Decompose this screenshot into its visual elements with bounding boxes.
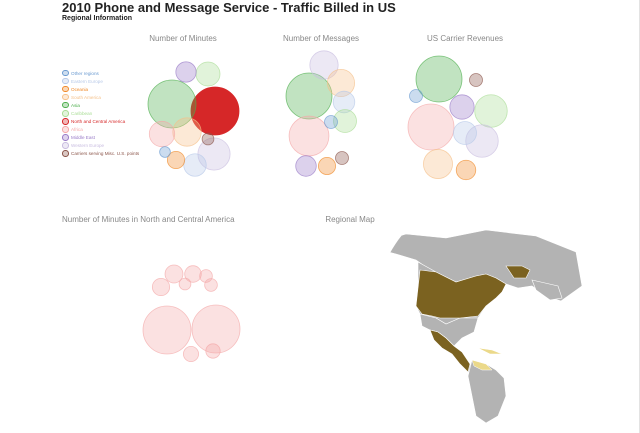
bubble[interactable]	[195, 61, 221, 87]
bubble[interactable]	[469, 73, 483, 87]
bubble[interactable]	[183, 346, 199, 362]
legend-swatch	[62, 150, 69, 157]
bubble[interactable]	[164, 264, 184, 284]
bubble[interactable]	[175, 61, 197, 83]
map-title: Regional Map	[325, 215, 375, 224]
globe-map	[376, 226, 582, 423]
legend-item[interactable]: Caribbean	[62, 109, 139, 117]
bubble[interactable]	[184, 265, 202, 283]
chart-title-nca-minutes: Number of Minutes in North and Central A…	[62, 215, 235, 224]
caribbean-region	[471, 347, 503, 371]
legend-item[interactable]: Middle East	[62, 133, 139, 141]
chart-title-minutes: Number of Minutes	[149, 34, 217, 43]
legend-swatch	[62, 134, 69, 141]
bubble[interactable]	[190, 86, 240, 136]
region-shape[interactable]	[505, 265, 531, 279]
bubble-chart-nca-minutes	[142, 264, 241, 362]
legend-label: Africa	[71, 126, 83, 132]
bubble[interactable]	[474, 94, 508, 128]
bubble[interactable]	[409, 89, 423, 103]
legend-item[interactable]: North and Central America	[62, 117, 139, 125]
legend-swatch	[62, 142, 69, 149]
legend-label: Carriers serving Misc. U.S. points	[71, 150, 140, 156]
legend-label: Asia	[71, 102, 80, 108]
legend-item[interactable]: Oceania	[62, 85, 139, 93]
bubble[interactable]	[172, 117, 202, 147]
bubble[interactable]	[142, 305, 192, 355]
bubble[interactable]	[178, 277, 192, 291]
bubble-chart-minutes	[147, 61, 240, 177]
legend-label: North and Central America	[71, 118, 126, 124]
legend-label: South America	[71, 94, 101, 100]
highlighted-region	[415, 265, 531, 373]
bubble[interactable]	[326, 68, 356, 98]
bubble[interactable]	[449, 94, 475, 120]
legend-swatch	[62, 126, 69, 133]
legend-label: Caribbean	[71, 110, 93, 116]
legend-label: Eastern Europe	[71, 78, 103, 84]
page-subtitle: Regional Information	[62, 15, 132, 22]
legend-swatch	[62, 101, 69, 109]
region-shape[interactable]	[477, 347, 503, 355]
bubble[interactable]	[465, 124, 499, 158]
legend-item[interactable]: Asia	[62, 101, 139, 109]
bubble[interactable]	[285, 72, 333, 120]
legend-label: Oceania	[71, 86, 89, 92]
bubble[interactable]	[205, 343, 221, 359]
bubble[interactable]	[455, 159, 477, 181]
land-shape	[467, 359, 507, 423]
bubble[interactable]	[453, 121, 477, 145]
bubble[interactable]	[333, 109, 357, 133]
legend-item[interactable]: South America	[62, 93, 139, 101]
legend-swatch	[62, 69, 69, 77]
legend-label: Other regions	[71, 70, 99, 76]
bubble[interactable]	[159, 146, 171, 158]
bubble[interactable]	[309, 50, 339, 80]
legend-swatch	[62, 85, 69, 93]
bubble[interactable]	[407, 103, 455, 151]
bubble[interactable]	[415, 55, 463, 103]
legend-swatch	[62, 77, 69, 85]
bubble[interactable]	[147, 79, 197, 129]
legend-swatch	[62, 110, 69, 117]
bubble[interactable]	[151, 277, 171, 297]
regional-map[interactable]	[336, 226, 582, 423]
legend-swatch	[62, 93, 69, 101]
bubble[interactable]	[317, 156, 337, 176]
bubble[interactable]	[191, 304, 241, 354]
legend-item[interactable]: Other regions	[62, 69, 139, 77]
legend-label: Western Europe	[71, 142, 105, 148]
chart-title-revenues: US Carrier Revenues	[426, 34, 504, 43]
legend-item[interactable]: Carriers serving Misc. U.S. points	[62, 149, 139, 157]
legend-item[interactable]: Africa	[62, 125, 139, 133]
region-shape[interactable]	[471, 359, 493, 371]
region-legend: Other regions Eastern Europe Oceania South …	[62, 69, 139, 158]
bubble[interactable]	[148, 120, 176, 148]
legend-item[interactable]: Western Europe	[62, 141, 139, 149]
bubble[interactable]	[288, 115, 330, 157]
bubble[interactable]	[201, 132, 215, 146]
chart-title-messages: Number of Messages	[282, 34, 360, 43]
bubble-chart-messages	[285, 50, 357, 177]
region-shape[interactable]	[415, 269, 507, 319]
legend-swatch	[62, 118, 69, 125]
page-title: 2010 Phone and Message Service - Traffic…	[62, 0, 396, 15]
bubble-chart-revenues	[407, 55, 508, 181]
bubble[interactable]	[199, 269, 213, 283]
legend-label: Middle East	[71, 134, 96, 140]
bubble[interactable]	[332, 90, 356, 114]
bubble[interactable]	[166, 150, 186, 170]
bubble[interactable]	[295, 155, 317, 177]
bubble[interactable]	[324, 115, 338, 129]
bubble[interactable]	[335, 151, 349, 165]
bubble[interactable]	[423, 149, 453, 179]
region-shape[interactable]	[429, 329, 471, 373]
legend-item[interactable]: Eastern Europe	[62, 77, 139, 85]
land-shape	[531, 279, 563, 301]
bubble[interactable]	[183, 153, 207, 177]
